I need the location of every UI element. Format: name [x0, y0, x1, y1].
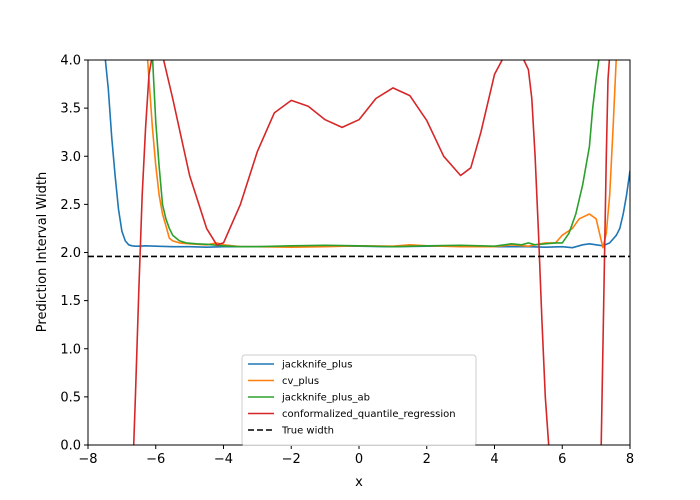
y-tick-label: 0.0 — [60, 439, 81, 454]
x-tick-label: 2 — [423, 452, 431, 467]
legend-label-jackknife-plus-ab: jackknife_plus_ab — [281, 393, 370, 404]
x-tick-label: 0 — [355, 452, 363, 467]
x-tick-label: −6 — [146, 452, 165, 467]
series-line-jackknife-plus-ab — [151, 60, 600, 248]
x-axis-label: x — [355, 475, 363, 490]
x-tick-label: 4 — [490, 452, 498, 467]
x-tick-label: −2 — [282, 452, 301, 467]
y-tick-label: 1.5 — [60, 294, 81, 309]
y-tick-label: 2.5 — [60, 198, 81, 213]
legend-label-cv-plus: cv_plus — [282, 376, 319, 387]
series-layer — [88, 60, 630, 445]
x-tick-label: 6 — [558, 452, 566, 467]
y-tick-label: 0.5 — [60, 390, 81, 405]
y-tick-label: 4.0 — [60, 54, 81, 69]
legend-label-conformalized-quantile-regression: conformalized_quantile_regression — [282, 409, 456, 420]
y-tick-label: 3.0 — [60, 150, 81, 165]
legend-box — [241, 354, 477, 446]
series-line-cv-plus — [146, 60, 617, 249]
y-tick-label: 3.5 — [60, 102, 81, 117]
x-tick-label: −8 — [78, 452, 97, 467]
y-axis: 0.0 0.5 1.0 1.5 2.0 2.5 3.0 3.5 4.0 — [60, 54, 88, 454]
y-axis-label: Prediction Interval Width — [35, 172, 50, 332]
x-axis: −8 −6 −4 −2 0 2 4 6 8 — [78, 445, 634, 467]
series-line-conformalized-quantile-regression — [132, 60, 550, 445]
legend: jackknife_plus cv_plus jackknife_plus_abco… — [241, 354, 477, 446]
y-tick-label: 1.0 — [60, 342, 81, 357]
y-tick-label: 2.0 — [60, 246, 81, 261]
x-tick-label: 8 — [626, 452, 634, 467]
x-tick-label: −4 — [214, 452, 233, 467]
legend-label-true-width: True width — [281, 426, 334, 437]
series-line-conformalized-quantile-regression-segment — [600, 60, 611, 445]
legend-label-jackknife-plus: jackknife_plus — [281, 360, 352, 371]
